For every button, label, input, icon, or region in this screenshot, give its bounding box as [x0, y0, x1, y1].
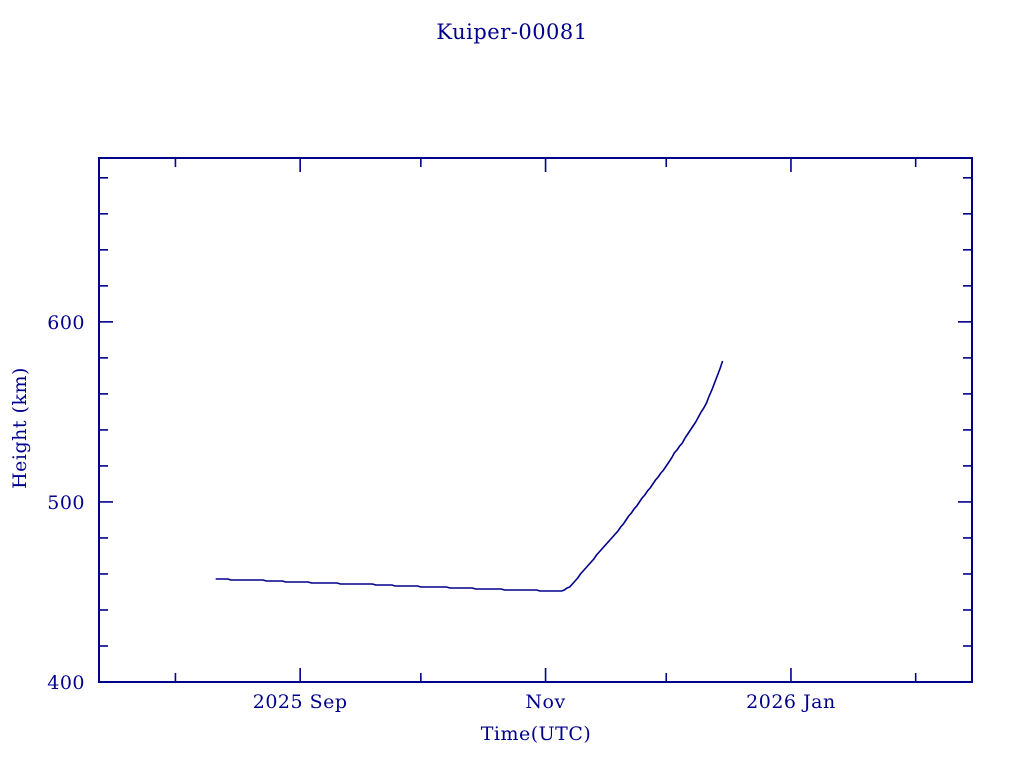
y-axis-tick-labels: 400 500 600 [47, 312, 85, 694]
chart-title: Kuiper-00081 [436, 20, 587, 44]
x-axis-tick-labels: 2025 Sep Nov 2026 Jan [253, 691, 836, 713]
x-tick-label: 2026 Jan [746, 691, 836, 713]
y-axis-ticks [99, 177, 972, 683]
y-axis-title: Height (km) [9, 367, 31, 489]
plot-frame [98, 157, 973, 683]
y-tick-label: 600 [47, 312, 85, 334]
x-tick-label: Nov [525, 691, 565, 713]
y-tick-label: 500 [47, 492, 85, 514]
y-tick-label: 400 [47, 672, 85, 694]
x-axis-title: Time(UTC) [481, 723, 592, 745]
data-series-height [215, 360, 724, 592]
x-axis-ticks [174, 158, 917, 682]
x-tick-label: 2025 Sep [253, 691, 348, 713]
